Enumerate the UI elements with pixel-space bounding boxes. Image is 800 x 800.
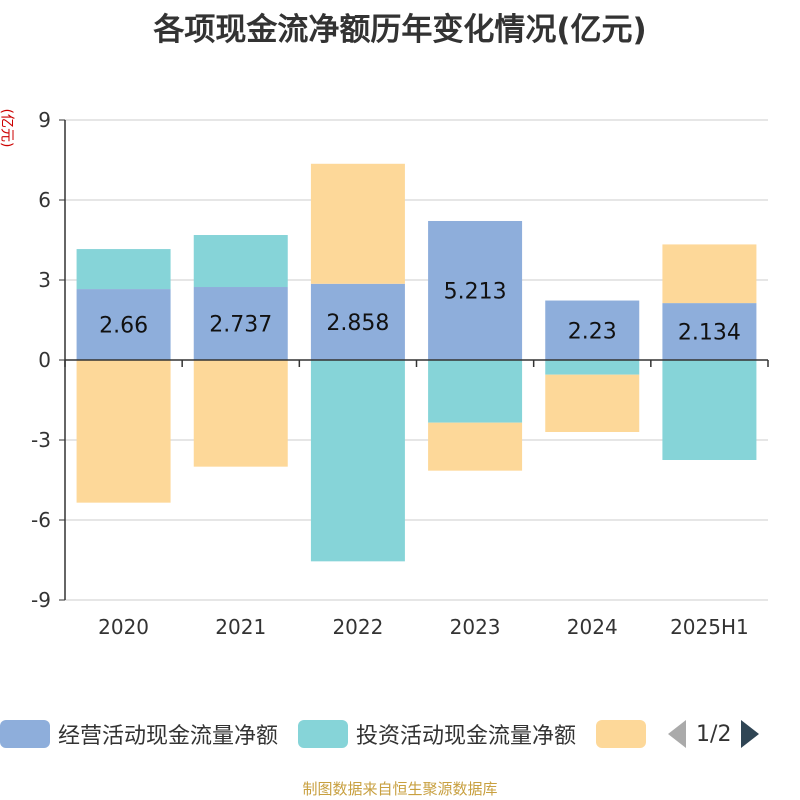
data-label: 2.858 (326, 311, 389, 336)
bar-2020-series2 (76, 360, 171, 503)
bar-2022-series2 (310, 163, 405, 284)
legend-label-operating: 经营活动现金流量净额 (58, 724, 279, 749)
bar-2020-series0 (76, 289, 171, 360)
legend-next-icon[interactable] (741, 720, 760, 748)
data-label: 2.134 (678, 321, 741, 346)
source-note: 制图数据来自恒生聚源数据库 (302, 780, 498, 798)
bar-2025H1-series0 (662, 303, 757, 360)
x-tick-label: 2020 (98, 615, 149, 639)
legend-swatch-investing (298, 720, 349, 748)
legend-prev-icon[interactable] (668, 720, 687, 748)
x-tick-label: 2025H1 (670, 615, 749, 639)
x-tick-label: 2021 (215, 615, 266, 639)
data-label: 2.23 (568, 319, 617, 344)
legend-pager: 1/2 (668, 720, 760, 748)
bar-chart: 9 6 3 0 -3 -6 -9 2.66 2020 2.737 2021 2.858 2022 5.21… (31, 108, 769, 639)
bar-2022-series0 (310, 283, 405, 360)
bar-2024-series2 (545, 374, 640, 432)
y-tick-label: 6 (38, 188, 51, 212)
legend-item-operating[interactable]: 经营活动现金流量净额 (0, 718, 278, 750)
data-label: 5.213 (444, 279, 507, 304)
chart-title: 各项现金流净额历年变化情况(亿元) (153, 12, 647, 48)
bar-2025H1-series1 (662, 360, 757, 460)
legend-page-indicator: 1/2 (696, 721, 732, 747)
legend-swatch-financing (596, 720, 647, 748)
legend-swatch-operating (0, 720, 50, 748)
x-tick-label: 2022 (332, 615, 383, 639)
bar-2021-series1 (193, 235, 288, 288)
y-tick-label: 3 (38, 268, 51, 292)
bar-2021-series2 (193, 360, 288, 467)
x-tick-label: 2024 (567, 615, 618, 639)
bar-2022-series1 (310, 360, 405, 562)
y-tick-label: 0 (38, 348, 51, 372)
y-tick-label: -6 (31, 508, 51, 532)
bar-2020-series1 (76, 249, 171, 290)
bar-2021-series0 (193, 287, 288, 360)
y-tick-label: -9 (31, 588, 51, 612)
legend-item-financing[interactable] (596, 720, 647, 748)
bar-2023-series2 (428, 422, 523, 471)
y-tick-label: 9 (38, 108, 51, 132)
x-tick-label: 2023 (450, 615, 501, 639)
legend-label-investing: 投资活动现金流量净额 (356, 724, 577, 749)
y-tick-label: -3 (31, 428, 51, 452)
bar-2024-series1 (545, 360, 640, 375)
data-label: 2.66 (99, 314, 148, 339)
bar-2023-series1 (428, 360, 523, 423)
legend-item-investing[interactable]: 投资活动现金流量净额 (298, 718, 576, 750)
bar-2023-series0 (428, 220, 523, 360)
data-label: 2.737 (209, 313, 272, 338)
bar-2025H1-series2 (662, 244, 757, 304)
legend: 经营活动现金流量净额 投资活动现金流量净额 1/2 (0, 716, 800, 752)
bar-2024-series0 (545, 300, 640, 360)
